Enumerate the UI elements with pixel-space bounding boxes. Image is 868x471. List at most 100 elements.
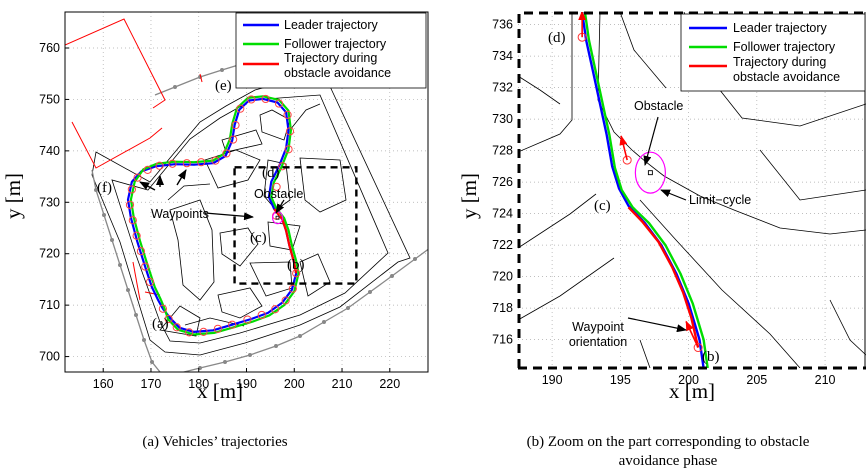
waypoint-marker <box>274 99 284 108</box>
waypoint-marker <box>272 182 281 191</box>
waypoint-marker <box>155 161 164 170</box>
zoom-frame-dashed <box>517 11 866 368</box>
waypoint-marker <box>292 269 301 278</box>
tick-label-x: 200 <box>678 373 699 387</box>
waypoint-marker <box>236 104 245 113</box>
legend-label-follower: Follower trajectory <box>733 40 836 54</box>
y-axis-label-b: y [m] <box>457 173 481 219</box>
label-point-d: (d) <box>262 165 280 181</box>
label-waypoint-orientation: Waypoint orientation <box>569 320 627 349</box>
red-boundary-stub2 <box>199 73 203 83</box>
waypoint-marker <box>164 314 173 324</box>
tick-label-y: 700 <box>39 350 60 364</box>
waypoint-marker <box>222 149 231 158</box>
road-outline-2 <box>167 103 321 327</box>
waypoint-marker <box>281 296 290 305</box>
obstacle-arrow <box>643 116 659 166</box>
tick-label-y: 724 <box>492 207 513 221</box>
waypoint-arrow <box>176 169 187 186</box>
panel-b: 190 195 200 205 210 716 718 720 722 724 726 728 730 7… <box>457 11 866 469</box>
waypoint-marker <box>285 127 295 136</box>
tick-label-y: 732 <box>492 81 513 95</box>
waypoint-arrow <box>139 181 156 191</box>
legend-label-avoidance: Trajectory during obstacle avoidance <box>284 51 391 80</box>
perimeter-dot <box>298 334 302 338</box>
perimeter-dot <box>142 338 146 342</box>
label-point-b: (b) <box>287 257 305 273</box>
waypoint-marker <box>693 343 703 353</box>
tick-labels-b: 190 195 200 205 210 716 718 720 722 724 726 728 730 7… <box>492 18 835 387</box>
tick-label-x: 160 <box>93 377 114 391</box>
waypoint-marker <box>247 95 256 104</box>
legend-label-leader: Leader trajectory <box>284 18 379 32</box>
building-blocks <box>159 109 347 337</box>
tick-label-y: 728 <box>492 144 513 158</box>
obstacle-marker <box>275 215 280 220</box>
legend-label-leader: Leader trajectory <box>733 21 828 35</box>
zoom-region-box <box>233 166 358 285</box>
road-outline-inner <box>111 94 389 344</box>
waypoint-arrows <box>139 169 285 221</box>
perimeter-marker-line <box>91 169 428 372</box>
waypoint-marker <box>158 304 168 313</box>
tick-label-y: 730 <box>492 112 513 126</box>
tick-label-y: 736 <box>492 18 513 32</box>
waypoint-marker <box>182 159 191 168</box>
waypoint-marker <box>141 262 150 271</box>
perimeter-dot <box>368 290 372 294</box>
x-axis-label-a: x [m] <box>197 379 243 403</box>
perimeter-dot <box>126 288 130 292</box>
leader-trajectory-line <box>580 12 705 368</box>
tick-label-y: 716 <box>492 333 513 347</box>
label-point-d: (d) <box>548 30 566 46</box>
caption-b-line1: (b) Zoom on the part corresponding to ob… <box>527 434 810 450</box>
zoom-rectangle <box>233 166 358 285</box>
perimeter-dot <box>150 360 154 364</box>
avoidance-trajectory-line <box>627 206 700 348</box>
y-axis-label-a: y [m] <box>1 173 25 219</box>
road-outline <box>518 12 866 368</box>
perimeter-dot <box>223 360 227 364</box>
waypoint-marker <box>128 216 137 225</box>
waypoint-marker <box>229 135 238 144</box>
label-point-a: (a) <box>152 316 169 332</box>
tick-label-x: 210 <box>332 377 353 391</box>
label-obstacle: Obstacle <box>254 187 303 201</box>
tick-label-y: 750 <box>39 92 60 106</box>
waypoint-arrow <box>204 212 254 221</box>
perimeter-dot <box>322 320 326 324</box>
follower-trajectory-line <box>583 12 709 368</box>
tick-label-y: 730 <box>39 195 60 209</box>
waypoint-marker <box>228 320 237 329</box>
waypoint-orientation-arrow <box>685 320 699 348</box>
waypoint-orientation-arrow <box>627 317 687 333</box>
waypoint-marker <box>211 156 220 165</box>
tick-label-x: 205 <box>746 373 767 387</box>
waypoint-marker <box>125 200 135 209</box>
label-point-f: (f) <box>97 180 112 196</box>
waypoint-marker <box>257 310 266 320</box>
series-b <box>580 12 709 368</box>
tick-label-x: 190 <box>542 373 563 387</box>
waypoint-marker <box>197 158 206 167</box>
waypoint-marker <box>127 185 136 194</box>
label-waypoint-orientation-line: orientation <box>569 335 627 349</box>
label-obstacle: Obstacle <box>634 99 683 113</box>
legend-label-avoidance-line: obstacle avoidance <box>733 70 840 84</box>
tick-label-x: 210 <box>815 373 836 387</box>
legend-label-avoidance-line: Trajectory during <box>284 51 377 65</box>
red-boundary-mid <box>71 121 163 169</box>
legend-label-avoidance-line: Trajectory during <box>733 55 826 69</box>
legend-label-avoidance-line: obstacle avoidance <box>284 66 391 80</box>
perimeter-dot <box>413 257 417 261</box>
waypoint-marker <box>283 110 292 119</box>
waypoint-marker <box>199 327 208 336</box>
obstacle-and-waypoints-b <box>577 12 703 353</box>
tick-label-y: 720 <box>492 270 513 284</box>
label-point-c: (c) <box>594 198 611 214</box>
avoidance-trajectory-line <box>273 208 298 274</box>
waypoint-marker <box>271 305 280 314</box>
waypoint-marker <box>213 324 222 333</box>
waypoint-marker <box>136 247 146 256</box>
